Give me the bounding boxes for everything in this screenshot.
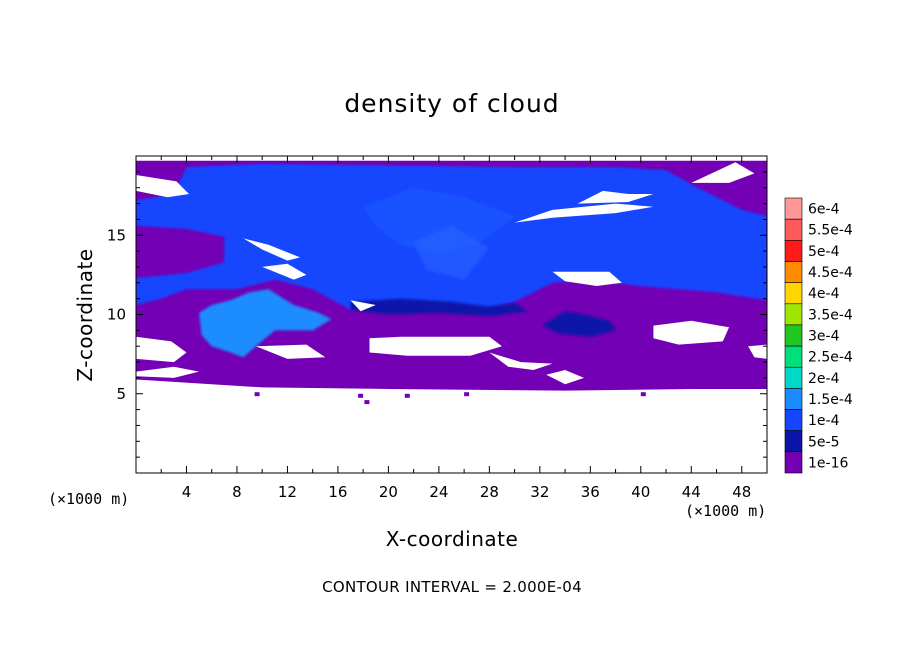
contour-interval-note: CONTOUR INTERVAL = 2.000E-04 bbox=[322, 578, 582, 596]
no-cloud-gap bbox=[546, 370, 584, 385]
y-tick-label: 15 bbox=[107, 226, 126, 244]
legend-label: 6e-4 bbox=[808, 202, 840, 218]
no-cloud-gap bbox=[514, 203, 654, 223]
x-axis-unit-right: (×1000 m) bbox=[685, 502, 766, 520]
legend-swatch bbox=[784, 451, 803, 474]
legend-label: 3.5e-4 bbox=[808, 307, 853, 323]
contour-field bbox=[136, 160, 767, 405]
no-cloud-gap bbox=[691, 162, 755, 183]
legend-swatch bbox=[784, 303, 803, 326]
x-tick-label: 12 bbox=[278, 483, 297, 501]
x-tick-label: 40 bbox=[631, 483, 650, 501]
legend: 6e-4 5.5e-4 5e-4 4.5e-4 4e-4 3.5e-4 3e-4 2.5e-4… bbox=[784, 197, 853, 474]
legend-swatch bbox=[784, 261, 803, 284]
x-tick-label: 16 bbox=[328, 483, 347, 501]
legend-label: 5e-4 bbox=[808, 244, 840, 260]
x-tick-label: 8 bbox=[232, 483, 242, 501]
no-cloud-gap bbox=[489, 352, 553, 370]
legend-label: 4.5e-4 bbox=[808, 265, 853, 281]
no-cloud-gap bbox=[748, 344, 767, 359]
no-cloud-gap bbox=[369, 336, 502, 356]
contour-speck bbox=[364, 400, 370, 405]
x-tick-label: 32 bbox=[530, 483, 549, 501]
legend-swatch bbox=[784, 282, 803, 305]
contour-speck bbox=[640, 392, 646, 397]
x-tick-label: 28 bbox=[480, 483, 499, 501]
contour-swirl bbox=[363, 187, 515, 255]
contour-region-1-5e-4 bbox=[199, 289, 332, 358]
legend-swatch bbox=[784, 197, 803, 220]
legend-swatch bbox=[784, 240, 803, 262]
legend-swatch bbox=[784, 388, 803, 410]
x-tick-label: 20 bbox=[379, 483, 398, 501]
no-cloud-gap bbox=[262, 263, 307, 280]
no-cloud-gap bbox=[255, 344, 326, 359]
legend-label: 1e-4 bbox=[808, 413, 840, 429]
chart-title: density of cloud bbox=[344, 89, 559, 118]
contour-speck bbox=[358, 393, 364, 398]
legend-label: 4e-4 bbox=[808, 286, 840, 302]
x-tick-label: 24 bbox=[429, 483, 448, 501]
legend-swatch bbox=[784, 409, 803, 432]
x-tick-label: 44 bbox=[682, 483, 701, 501]
x-axis-label: X-coordinate bbox=[386, 527, 519, 551]
no-cloud-gap bbox=[552, 271, 622, 286]
no-cloud-gap bbox=[577, 190, 654, 204]
x-axis: 4 8 12 16 20 24 28 32 36 40 44 48 bbox=[160, 156, 768, 501]
contour-swirl bbox=[413, 225, 490, 280]
contour-region-5e-5 bbox=[350, 298, 528, 317]
legend-label: 1.5e-4 bbox=[808, 392, 853, 408]
legend-swatch bbox=[784, 218, 803, 241]
legend-label: 2.5e-4 bbox=[808, 350, 853, 366]
legend-label: 5.5e-4 bbox=[808, 223, 853, 239]
contour-speck bbox=[404, 393, 410, 398]
legend-label: 2e-4 bbox=[808, 371, 840, 387]
legend-label: 3e-4 bbox=[808, 329, 840, 345]
legend-label: 1e-16 bbox=[808, 455, 848, 471]
y-axis-label: Z-coordinate bbox=[73, 248, 97, 381]
no-cloud-gap bbox=[136, 336, 187, 363]
legend-swatch bbox=[784, 345, 803, 368]
contour-speck bbox=[254, 392, 260, 397]
no-cloud-gap bbox=[653, 320, 730, 345]
no-cloud-gap bbox=[243, 238, 301, 261]
no-cloud-gap bbox=[136, 175, 189, 198]
legend-label: 5e-5 bbox=[808, 434, 839, 450]
x-tick-label: 48 bbox=[732, 483, 751, 501]
legend-swatch bbox=[784, 366, 803, 389]
no-cloud-gap bbox=[136, 366, 200, 378]
x-tick-label: 36 bbox=[581, 483, 600, 501]
legend-swatch bbox=[784, 324, 803, 347]
y-axis: 5 10 15 bbox=[107, 171, 767, 458]
contour-speck bbox=[464, 392, 470, 397]
legend-swatch bbox=[784, 430, 803, 453]
x-axis-unit-left: (×1000 m) bbox=[48, 490, 129, 508]
x-tick-label: 4 bbox=[182, 483, 192, 501]
no-cloud-gap bbox=[350, 300, 376, 312]
y-tick-label: 5 bbox=[116, 385, 126, 403]
y-tick-label: 10 bbox=[107, 306, 126, 324]
contour-region-5e-5 bbox=[542, 311, 616, 337]
